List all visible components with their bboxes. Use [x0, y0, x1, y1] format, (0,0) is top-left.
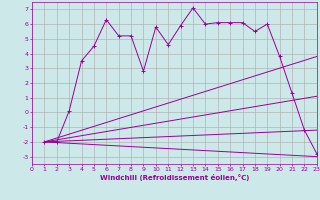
X-axis label: Windchill (Refroidissement éolien,°C): Windchill (Refroidissement éolien,°C) [100, 174, 249, 181]
